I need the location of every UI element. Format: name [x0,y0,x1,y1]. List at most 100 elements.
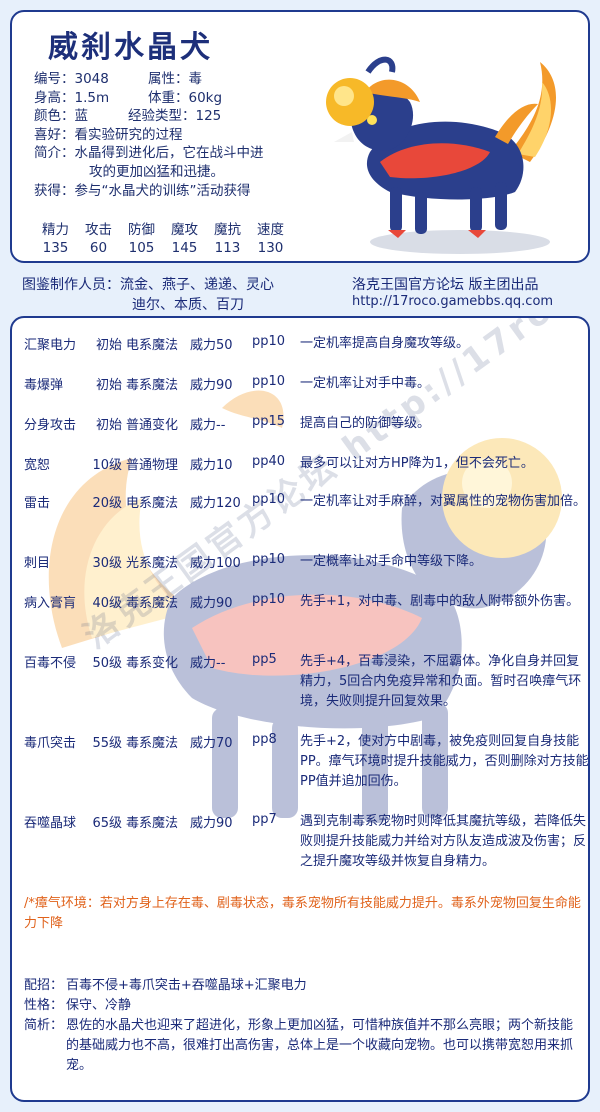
skill-level: 20级 [92,496,122,511]
skill-power: 威力90 [190,816,233,831]
skill-desc: 一定概率让对手命中等级下降。 [300,554,483,569]
skill-name: 病入膏肓 [24,596,77,611]
skill-pp: pp10 [252,334,286,349]
stat-value: 105 [128,240,155,256]
skill-level: 初始 [95,338,122,353]
height-label: 身高： [34,89,75,106]
skill-type: 毒系变化 [126,656,179,671]
stat-header: 魔抗 [214,222,241,238]
intro-line-1: 水晶得到进化后，它在战斗中进 [74,145,264,162]
skill-level: 初始 [95,418,122,433]
exp-value: 125 [195,108,222,125]
pet-illustration [326,56,557,254]
skill-name: 分身攻击 [24,418,77,433]
stats-header-row: 精力 攻击 防御 魔攻 魔抗 速度 [34,218,292,238]
skill-type: 毒系魔法 [126,378,179,393]
skill-power: 威力-- [190,656,226,671]
number-label: 编号： [34,71,75,87]
credits-line-1: 图鉴制作人员：流金、燕子、递递、灵心 [22,277,274,293]
skill-type: 光系魔法 [126,556,179,571]
skill-power: 威力50 [190,338,233,353]
skill-name: 百毒不侵 [24,656,77,671]
skill-type: 毒系魔法 [126,816,179,831]
skills-panel: 洛克王国官方论坛 http://17roco.gamebbs.qq.com 版主… [10,316,590,1102]
skill-desc: 提高自己的防御等级。 [300,416,431,431]
watermark-pet-illustration [48,390,562,823]
skill-level: 65级 [92,816,122,831]
skill-pp: pp15 [252,414,286,429]
skill-desc: 遇到克制毒系宠物时则降低其魔抗等级，若降低失败则提升技能威力并给对方队友造成波及… [300,814,587,869]
skill-name: 毒爪突击 [24,736,77,751]
forum-url[interactable]: http://17roco.gamebbs.qq.com [352,294,554,309]
combo-row: 配招： 百毒不侵+毒爪突击+吞噬晶球+汇聚电力 [24,976,584,996]
skill-pp: pp10 [252,552,286,567]
footer-notes: 配招： 百毒不侵+毒爪突击+吞噬晶球+汇聚电力 性格： 保守、冷静 简析： 恩佐… [24,976,584,1076]
skill-name: 雷击 [24,496,51,511]
stats-table: 精力 攻击 防御 魔攻 魔抗 速度 135 60 105 145 113 130 [34,218,292,258]
intro-label: 简介： [34,145,75,162]
skill-level: 10级 [92,458,122,473]
skill-level: 30级 [92,556,122,571]
skill-power: 威力90 [190,378,233,393]
skill-name: 吞噬晶球 [24,816,77,831]
skill-level: 55级 [92,736,122,751]
hobby-label: 喜好： [34,126,75,143]
attribute-value: 毒 [188,71,203,87]
skill-power: 威力90 [190,596,233,611]
stat-value: 135 [42,240,69,256]
skill-pp: pp10 [252,592,286,607]
skill-power: 威力70 [190,736,233,751]
skill-pp: pp40 [252,454,286,469]
intro-line-2: 攻的更加凶猛和迅捷。 [89,163,224,180]
skill-pp: pp10 [252,492,286,507]
skill-pp: pp8 [252,732,277,747]
skill-name: 宽恕 [24,458,51,473]
skill-pp: pp7 [252,812,277,827]
skill-desc: 最多可以让对方HP降为1，但不会死亡。 [300,456,534,471]
skill-desc: 一定机率让对手麻醉，对翼属性的宠物伤害加倍。 [300,494,587,509]
skill-power: 威力-- [190,418,226,433]
color-value: 蓝 [74,108,89,125]
skill-pp: pp10 [252,374,286,389]
nature-row: 性格： 保守、冷静 [24,996,584,1016]
analysis-value: 恩佐的水晶犬也迎来了超进化，形象上更加凶猛，可惜种族值并不那么亮眼；两个新技能的… [66,1018,574,1073]
pet-name: 威刹水晶犬 [48,30,213,65]
skill-power: 威力100 [190,556,241,571]
stats-value-row: 135 60 105 145 113 130 [34,238,292,258]
skill-type: 普通变化 [126,418,179,433]
weight-value: 60kg [188,89,223,106]
combo-label: 配招： [24,978,64,993]
skill-level: 50级 [92,656,122,671]
height-value: 1.5m [74,89,110,106]
stat-value: 60 [89,240,108,256]
skill-type: 毒系魔法 [126,736,179,751]
stat-value: 145 [171,240,198,256]
skill-pp: pp5 [252,652,277,667]
analysis-label: 简析： [24,1018,64,1033]
stat-header: 精力 [42,222,69,238]
stat-header: 防御 [128,222,155,238]
skill-name: 汇聚电力 [24,338,77,353]
skill-desc: 先手+2，使对方中剧毒，被免疫则回复自身技能PP。瘴气环境时提升技能威力，否则删… [300,734,589,789]
skill-type: 普通物理 [126,458,179,473]
skill-power: 威力10 [190,458,233,473]
attribute-label: 属性： [148,71,189,87]
environment-note: /*瘴气环境：若对方身上存在毒、剧毒状态，毒系宠物所有技能威力提升。毒系外宠物回… [24,896,581,931]
skill-desc: 先手+1，对中毒、剧毒中的敌人附带额外伤害。 [300,594,580,609]
analysis-row: 简析： 恩佐的水晶犬也迎来了超进化，形象上更加凶猛，可惜种族值并不那么亮眼；两个… [24,1016,584,1076]
number-value: 3048 [74,71,109,87]
skill-power: 威力120 [190,496,241,511]
forum-credit: 洛克王国官方论坛 版主团出品 [352,277,539,293]
hobby-value: 看实验研究的过程 [74,126,183,143]
skill-type: 毒系魔法 [126,596,179,611]
stat-header: 魔攻 [171,222,198,238]
skill-desc: 一定机率让对手中毒。 [300,376,431,391]
skill-name: 刺目 [24,556,51,571]
skill-level: 40级 [92,596,122,611]
color-label: 颜色： [34,108,75,125]
stat-header: 攻击 [85,222,112,238]
weight-label: 体重： [148,89,189,106]
stat-value: 130 [257,240,284,256]
stat-value: 113 [214,240,241,256]
obtain-label: 获得： [34,182,75,199]
